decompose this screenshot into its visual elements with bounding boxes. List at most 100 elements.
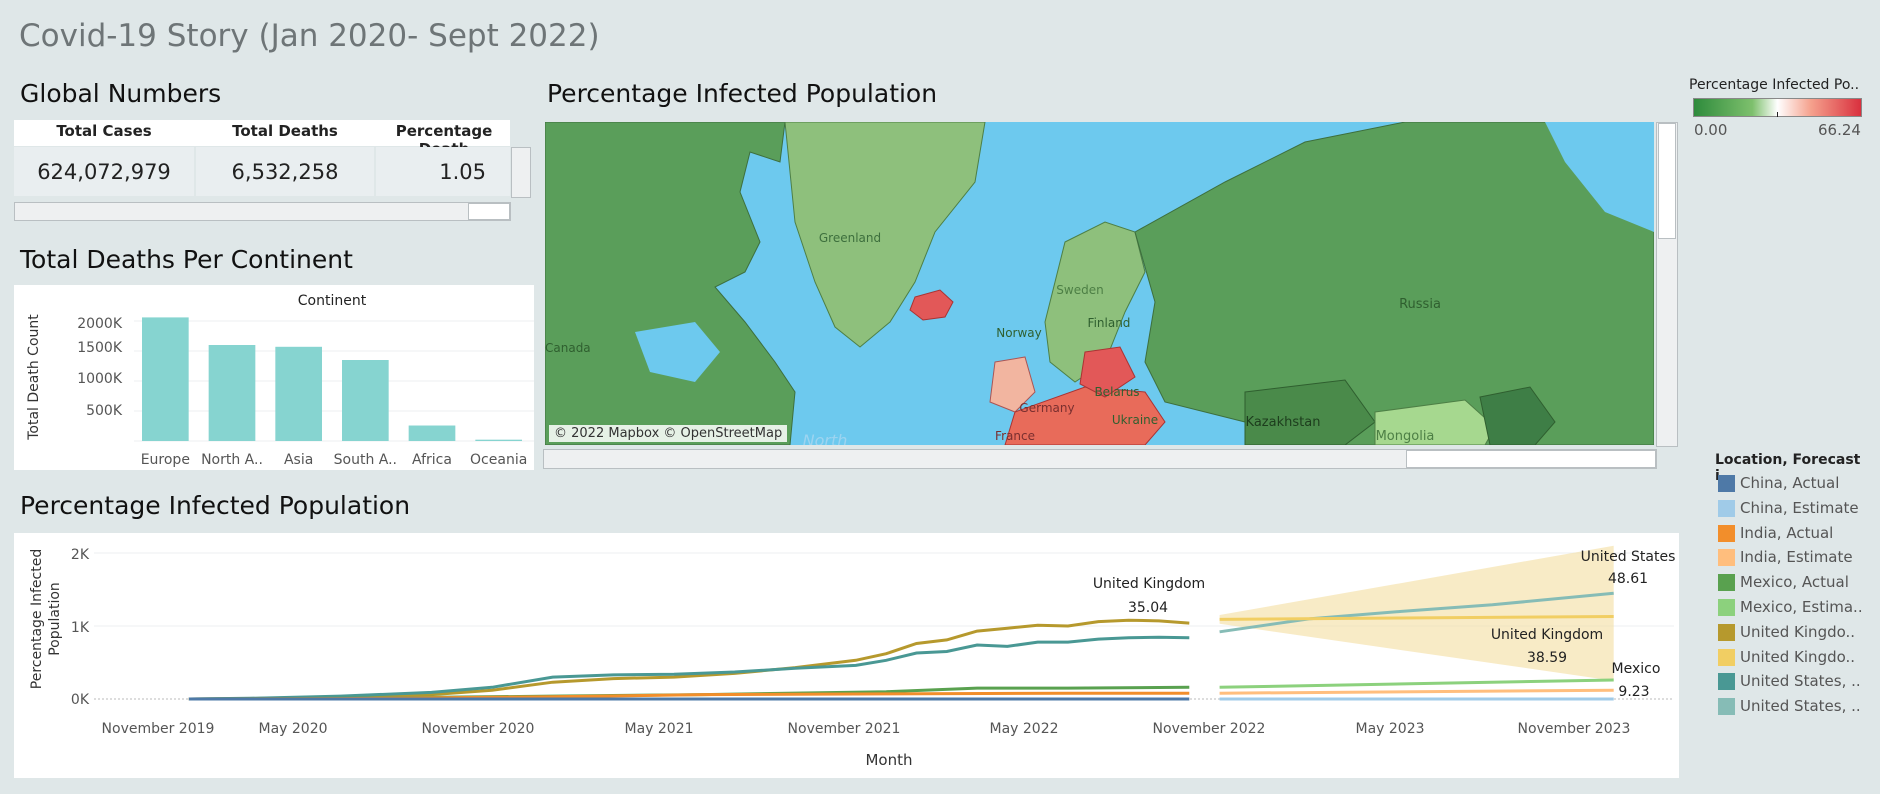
line-x-tick: November 2022	[1153, 721, 1266, 737]
series-legend-swatch[interactable]	[1718, 499, 1735, 517]
series-legend-swatch[interactable]	[1718, 524, 1735, 542]
deaths-per-continent-panel: Continent Total Death Count Europe North …	[14, 285, 534, 470]
map-label-canada: Canada	[545, 341, 591, 355]
land-baltics	[1079, 346, 1136, 398]
series-legend-label[interactable]: United States, ..	[1740, 672, 1861, 691]
line-series[interactable]	[1219, 678, 1614, 689]
map-title: Percentage Infected Population	[547, 79, 938, 108]
series-legend-label[interactable]: United Kingdo..	[1740, 647, 1856, 666]
series-legend-label[interactable]: United States, ..	[1740, 697, 1861, 716]
series-legend-swatch[interactable]	[1718, 549, 1735, 567]
line-x-tick: November 2021	[788, 721, 901, 737]
line-series[interactable]	[1219, 615, 1614, 621]
infection-map[interactable]: Greenland Canada Sweden Finland Norway R…	[545, 122, 1654, 445]
color-legend-title: Percentage Infected Po..	[1689, 77, 1860, 93]
bar[interactable]	[408, 425, 456, 441]
infection-line-chart: Percentage Infected Population 2K 1K 0K …	[29, 545, 1675, 769]
kpi-horizontal-scrollbar[interactable]	[14, 202, 511, 221]
line-y-axis-label-line1: Percentage Infected	[29, 549, 45, 689]
series-legend-swatch[interactable]	[1718, 698, 1735, 716]
hudson-bay	[635, 322, 720, 382]
line-y-tick: 0K	[71, 692, 90, 708]
series-legend-label[interactable]: Mexico, Estima..	[1740, 598, 1863, 616]
bar[interactable]	[208, 345, 256, 441]
line-series[interactable]	[188, 635, 1190, 701]
deaths-per-continent-title: Total Deaths Per Continent	[20, 245, 353, 274]
annotation-uk-estimate-label: United Kingdom	[1491, 627, 1603, 643]
series-legend-label[interactable]: United Kingdo..	[1740, 622, 1856, 641]
kpi-value-total-deaths: 6,532,258	[196, 147, 374, 196]
annotation-mexico-value: 9.23	[1618, 684, 1649, 700]
line-x-ticks: November 2019 May 2020 November 2020 May…	[102, 721, 1631, 737]
line-series[interactable]	[1219, 688, 1614, 695]
map-vscroll-thumb[interactable]	[1658, 123, 1676, 239]
map-vertical-scrollbar[interactable]	[1656, 122, 1678, 447]
series-legend-swatch[interactable]	[1718, 475, 1735, 492]
series-legend-swatch[interactable]	[1718, 673, 1735, 691]
annotation-mexico-label: Mexico	[1612, 661, 1661, 677]
series-legend-label[interactable]: Mexico, Actual	[1740, 573, 1849, 592]
line-x-tick: May 2021	[624, 721, 693, 737]
bar[interactable]	[275, 346, 322, 441]
line-x-tick: November 2019	[102, 721, 215, 737]
map-label-germany: Germany	[1019, 401, 1074, 415]
kpi-scroll-thumb[interactable]	[468, 203, 510, 220]
map-label-greenland: Greenland	[819, 231, 881, 245]
series-legend-swatch[interactable]	[1718, 623, 1735, 641]
annotation-uk-actual-label: United Kingdom	[1093, 576, 1205, 592]
bar-x-label: North A..	[201, 452, 263, 468]
dashboard-title: Covid-19 Story (Jan 2020- Sept 2022)	[19, 18, 600, 54]
bar-x-label: South A..	[334, 452, 397, 468]
line-series[interactable]	[188, 618, 1190, 701]
annotation-uk-actual-value: 35.04	[1128, 600, 1168, 616]
series-legend-label[interactable]: China, Estimate	[1740, 498, 1859, 517]
color-legend-marker	[1777, 112, 1778, 117]
annotation-us-estimate-value: 48.61	[1608, 571, 1648, 587]
map-label-kazakhstan: Kazakhstan	[1246, 415, 1321, 430]
series-legend-swatch[interactable]	[1718, 648, 1735, 666]
deaths-bar-chart: Continent Total Death Count Europe North …	[26, 293, 534, 468]
series-legend-label[interactable]: India, Actual	[1740, 523, 1834, 542]
map-hscroll-thumb[interactable]	[1406, 450, 1656, 468]
land-canada	[545, 122, 796, 445]
series-legend-swatch[interactable]	[1718, 599, 1735, 616]
land-iceland	[909, 289, 954, 321]
color-legend-min: 0.00	[1694, 121, 1728, 139]
kpi-vertical-scrollbar[interactable]	[511, 147, 531, 198]
kpi-value-percentage-death: 1.05	[376, 147, 510, 196]
bar-x-label: Oceania	[470, 452, 527, 468]
map-horizontal-scrollbar[interactable]	[543, 449, 1657, 469]
continent-column-header: Continent	[298, 293, 367, 309]
line-y-tick: 2K	[71, 547, 90, 563]
series-legend-label[interactable]: India, Estimate	[1740, 548, 1853, 567]
bar-y-tick: 500K	[86, 403, 123, 419]
line-x-tick: May 2022	[989, 721, 1058, 737]
series-legend-swatch[interactable]	[1718, 574, 1735, 592]
line-chart-title: Percentage Infected Population	[20, 491, 411, 520]
map-label-france: France	[995, 429, 1035, 443]
bar-y-ticks: 2000K 1500K 1000K 500K	[77, 316, 123, 419]
kpi-header-total-deaths: Total Deaths	[232, 122, 338, 140]
line-x-tick: November 2023	[1518, 721, 1631, 737]
land-russia	[1134, 122, 1654, 445]
bar[interactable]	[142, 317, 189, 441]
map-label-russia: Russia	[1399, 297, 1441, 312]
map-attribution[interactable]: © 2022 Mapbox © OpenStreetMap	[549, 425, 788, 442]
bar[interactable]	[475, 439, 522, 441]
forecast-confidence-band	[1219, 545, 1614, 681]
arctic-water	[1545, 122, 1654, 232]
bar-y-tick: 1500K	[77, 340, 123, 356]
map-label-sweden: Sweden	[1056, 283, 1103, 297]
bar[interactable]	[342, 360, 389, 441]
line-x-tick: November 2020	[422, 721, 535, 737]
line-x-tick: May 2020	[258, 721, 327, 737]
bar-y-tick: 2000K	[77, 316, 123, 332]
line-series[interactable]	[1219, 591, 1614, 634]
line-x-tick: May 2023	[1355, 721, 1424, 737]
kpi-header-row	[14, 120, 510, 146]
annotation-uk-estimate-value: 38.59	[1527, 650, 1567, 666]
line-y-axis-label-line2: Population	[47, 582, 63, 656]
series-legend-label[interactable]: China, Actual	[1740, 474, 1840, 492]
forecast-band	[1219, 545, 1614, 681]
land-china-northeast	[1479, 386, 1556, 445]
